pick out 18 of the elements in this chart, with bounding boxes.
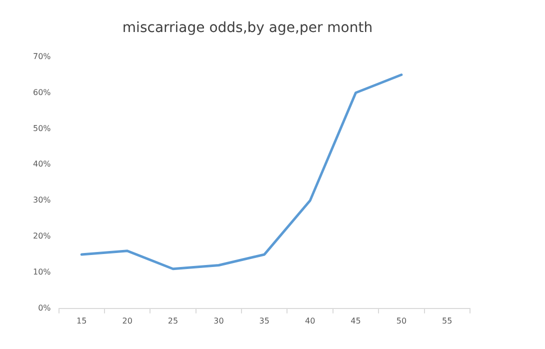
y-tick-label: 40% (33, 160, 52, 169)
y-tick-label: 20% (33, 232, 52, 241)
y-tick-label: 70% (33, 52, 52, 61)
x-tick-label: 50 (396, 316, 407, 326)
x-tick-label: 25 (168, 316, 178, 326)
y-tick-label: 10% (33, 268, 52, 277)
x-tick-label: 35 (259, 316, 270, 326)
x-tick-label: 15 (76, 316, 87, 326)
y-tick-label: 30% (33, 196, 52, 205)
chart-title: miscarriage odds,by age,per month (122, 20, 373, 36)
x-tick-label: 30 (214, 316, 224, 326)
x-tick-label: 40 (304, 316, 316, 326)
y-tick-label: 60% (33, 88, 52, 97)
y-tick-label: 0% (38, 303, 52, 312)
x-tick-label: 20 (122, 316, 132, 326)
x-tick-label: 55 (442, 316, 452, 326)
x-tick-label: 45 (350, 316, 361, 326)
y-tick-label: 50% (33, 124, 52, 133)
